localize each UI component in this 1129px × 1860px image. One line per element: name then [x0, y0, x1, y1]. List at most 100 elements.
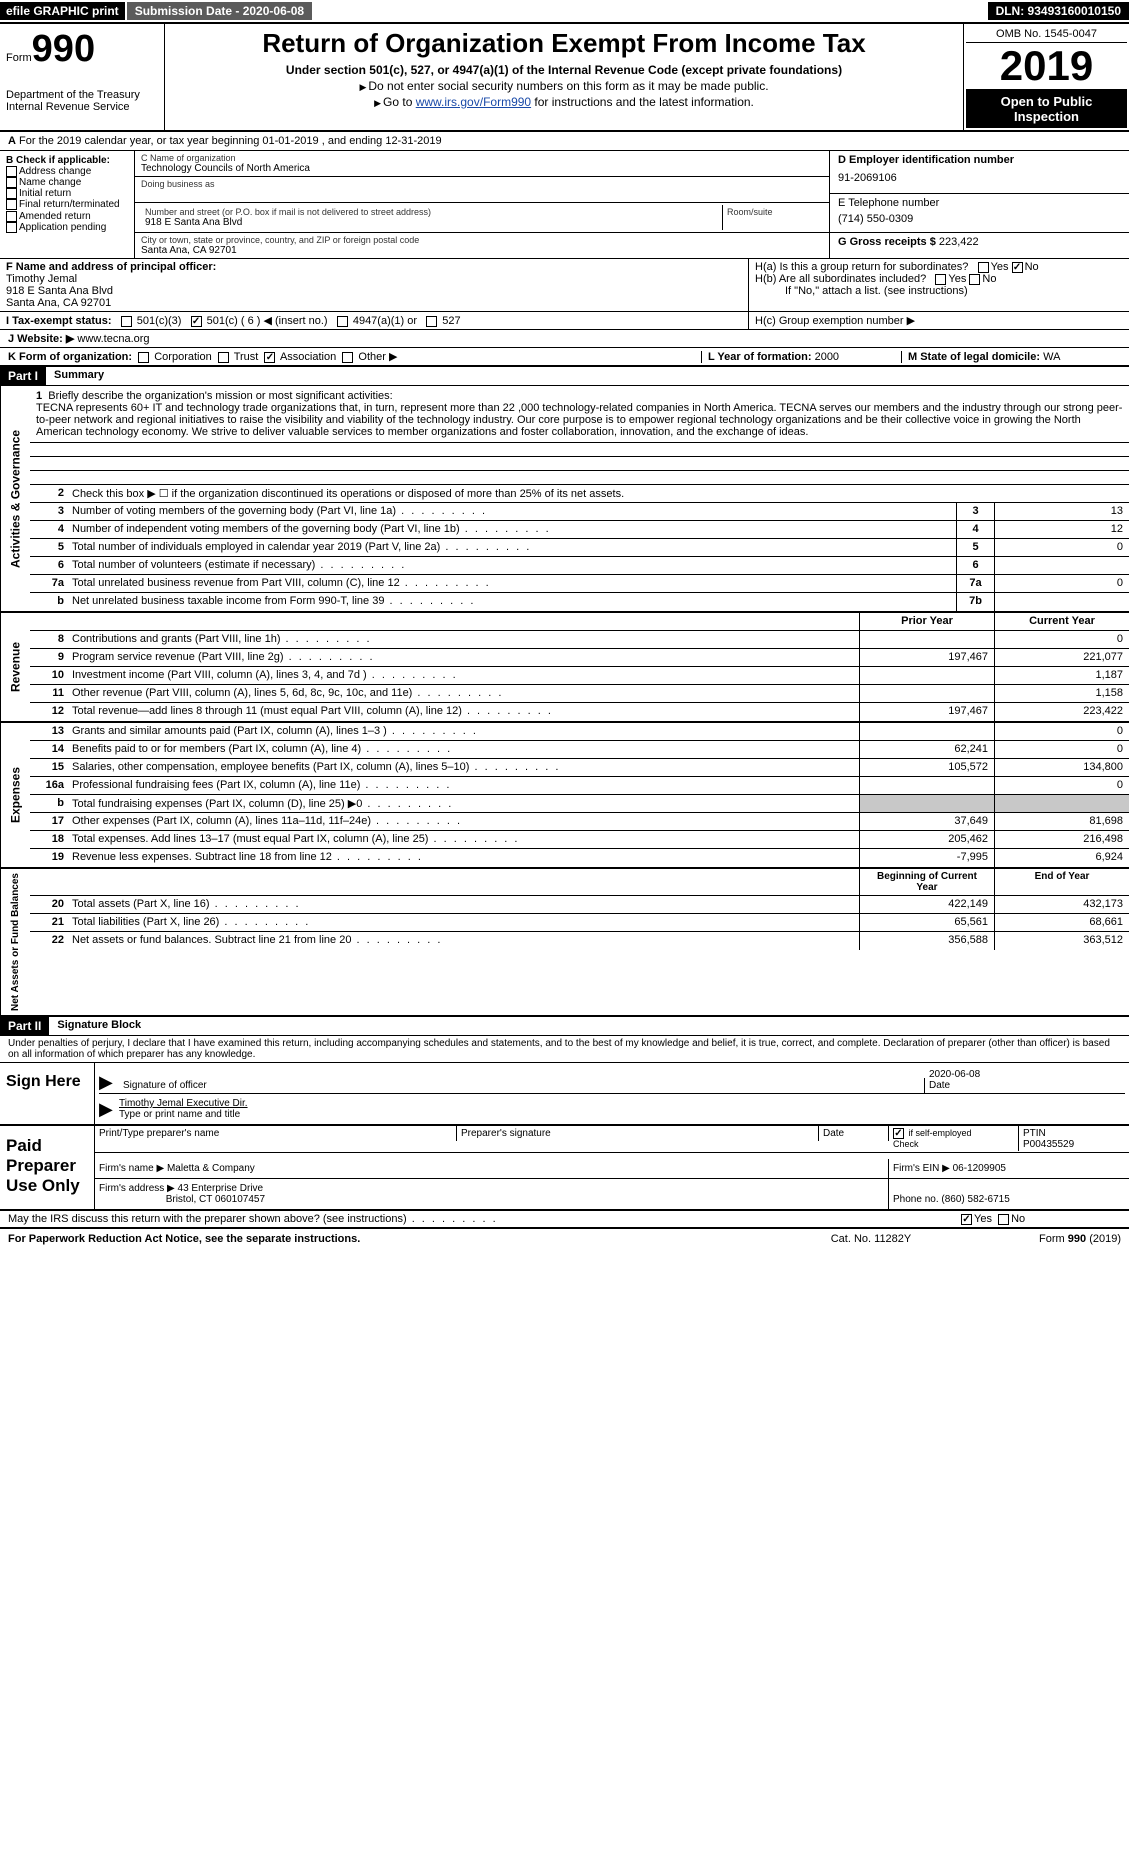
sign-here-body: ▶ Signature of officer 2020-06-08Date ▶ … [95, 1063, 1129, 1124]
exp-body: 13Grants and similar amounts paid (Part … [30, 723, 1129, 867]
fill3 [30, 471, 1129, 485]
part1-title: Summary [46, 367, 1129, 385]
goto-post: for instructions and the latest informat… [531, 95, 754, 109]
opt-527: 527 [442, 315, 460, 327]
prep-date-lbl: Date [819, 1126, 889, 1141]
exp-line-17: 17Other expenses (Part IX, column (A), l… [30, 813, 1129, 831]
cb-address[interactable]: Address change [6, 166, 128, 177]
box-h: H(a) Is this a group return for subordin… [749, 259, 1129, 311]
boxes-bcd: B Check if applicable: Address change Na… [0, 151, 1129, 259]
vlabel-gov: Activities & Governance [0, 386, 30, 611]
firm-phone-lbl: Phone no. [893, 1194, 939, 1205]
officer-addr1: 918 E Santa Ana Blvd [6, 285, 113, 297]
ptin-cell: PTINP00435529 [1019, 1126, 1129, 1152]
net-line-21: 21Total liabilities (Part X, line 26)65,… [30, 914, 1129, 932]
submission-date: Submission Date - 2020-06-08 [125, 2, 314, 20]
rev-line-8: 8Contributions and grants (Part VIII, li… [30, 631, 1129, 649]
sig-date-val: 2020-06-08 [929, 1069, 980, 1080]
gov-line-7a: 7aTotal unrelated business revenue from … [30, 575, 1129, 593]
prep-row1: Print/Type preparer's name Preparer's si… [95, 1126, 1129, 1153]
exp-line-14: 14Benefits paid to or for members (Part … [30, 741, 1129, 759]
org-name-cell: C Name of organization Technology Counci… [135, 151, 829, 177]
gov-line-5: 5Total number of individuals employed in… [30, 539, 1129, 557]
yof-lbl: L Year of formation: [708, 351, 812, 363]
vlabel-net: Net Assets or Fund Balances [0, 869, 30, 1015]
cb-initial-lbl: Initial return [19, 188, 71, 199]
header-middle: Return of Organization Exempt From Incom… [165, 24, 964, 130]
cb-initial[interactable]: Initial return [6, 188, 128, 199]
irs-link[interactable]: www.irs.gov/Form990 [416, 95, 531, 109]
paid-preparer-section: Paid Preparer Use Only Print/Type prepar… [0, 1126, 1129, 1211]
gov-body: 1 Briefly describe the organization's mi… [30, 386, 1129, 611]
cb-final-lbl: Final return/terminated [19, 200, 120, 211]
discuss-txt: May the IRS discuss this return with the… [8, 1213, 961, 1225]
rev-line-11: 11Other revenue (Part VIII, column (A), … [30, 685, 1129, 703]
firm-addr2: Bristol, CT 060107457 [166, 1194, 265, 1205]
cb-name[interactable]: Name change [6, 177, 128, 188]
city-cell: City or town, state or province, country… [135, 233, 829, 258]
officer-lbl: F Name and address of principal officer: [6, 261, 216, 273]
ha-txt: H(a) Is this a group return for subordin… [755, 261, 968, 273]
domicile-lbl: M State of legal domicile: [908, 351, 1040, 363]
officer-addr2: Santa Ana, CA 92701 [6, 297, 111, 309]
box-e: E Telephone number (714) 550-0309 [830, 194, 1129, 233]
box-fh-row: F Name and address of principal officer:… [0, 259, 1129, 312]
form-number: 990 [32, 28, 95, 70]
sign-here-lbl: Sign Here [0, 1063, 95, 1124]
vlabel-rev: Revenue [0, 613, 30, 721]
opt-trust: Trust [234, 351, 259, 363]
net-header: Beginning of Current Year End of Year [30, 869, 1129, 896]
form-footer: Form 990 (2019) [971, 1233, 1121, 1245]
room-lbl: Room/suite [727, 207, 819, 217]
org-name: Technology Councils of North America [141, 163, 823, 174]
firm-phone: (860) 582-6715 [941, 1194, 1009, 1205]
cb-pending-lbl: Application pending [19, 222, 106, 233]
firm-addr-lbl: Firm's address ▶ [99, 1183, 175, 1194]
opt-corp: Corporation [154, 351, 211, 363]
sig-date-lbl: Date [929, 1080, 950, 1091]
dba-lbl: Doing business as [141, 179, 823, 189]
firm-ein-lbl: Firm's EIN ▶ [893, 1163, 950, 1174]
tax-year: 2019 [966, 43, 1127, 90]
rev-body: Prior Year Current Year 8Contributions a… [30, 613, 1129, 721]
section-expenses: Expenses 13Grants and similar amounts pa… [0, 723, 1129, 869]
addr-val: 918 E Santa Ana Blvd [145, 217, 718, 228]
ein-lbl: D Employer identification number [838, 154, 1121, 166]
rev-line-9: 9Program service revenue (Part VIII, lin… [30, 649, 1129, 667]
cb-amended[interactable]: Amended return [6, 211, 128, 222]
row-a-text: For the 2019 calendar year, or tax year … [19, 135, 442, 147]
box-c-wrap: C Name of organization Technology Counci… [135, 151, 829, 258]
box-g: G Gross receipts $ 223,422 [830, 233, 1129, 251]
form-note-ssn: Do not enter social security numbers on … [175, 79, 953, 93]
dba-cell: Doing business as [135, 177, 829, 203]
mission-text: TECNA represents 60+ IT and technology t… [36, 402, 1122, 438]
box-k: K Form of organization: Corporation Trus… [8, 350, 701, 363]
goto-pre: Go to [383, 95, 416, 109]
box-f: F Name and address of principal officer:… [0, 259, 749, 311]
opt-501c: 501(c) ( 6 ) ◀ (insert no.) [207, 315, 328, 327]
cb-final[interactable]: Final return/terminated [6, 199, 128, 210]
net-body: Beginning of Current Year End of Year 20… [30, 869, 1129, 1015]
sig-name-lbl: Type or print name and title [119, 1109, 240, 1120]
domicile-val: WA [1043, 351, 1060, 363]
fill2 [30, 457, 1129, 471]
form-note-link: Go to www.irs.gov/Form990 for instructio… [175, 95, 953, 109]
paid-lbl: Paid Preparer Use Only [0, 1126, 95, 1209]
box-deg: D Employer identification number 91-2069… [829, 151, 1129, 258]
officer-name: Timothy Jemal [6, 273, 77, 285]
firm-name: Maletta & Company [167, 1163, 255, 1174]
prep-name-lbl: Print/Type preparer's name [95, 1126, 457, 1141]
rev-line-10: 10Investment income (Part VIII, column (… [30, 667, 1129, 685]
prep-sig-lbl: Preparer's signature [457, 1126, 819, 1141]
vlabel-exp: Expenses [0, 723, 30, 867]
col-end: End of Year [994, 869, 1129, 895]
yof-val: 2000 [815, 351, 839, 363]
fill1 [30, 443, 1129, 457]
box-i: I Tax-exempt status: 501(c)(3) 501(c) ( … [0, 312, 749, 329]
cb-pending[interactable]: Application pending [6, 222, 128, 233]
section-governance: Activities & Governance 1 Briefly descri… [0, 386, 1129, 613]
department: Department of the Treasury Internal Reve… [6, 89, 158, 113]
part2-header: Part II Signature Block [0, 1017, 1129, 1036]
exp-line-b: bTotal fundraising expenses (Part IX, co… [30, 795, 1129, 813]
cat-no: Cat. No. 11282Y [771, 1233, 971, 1245]
